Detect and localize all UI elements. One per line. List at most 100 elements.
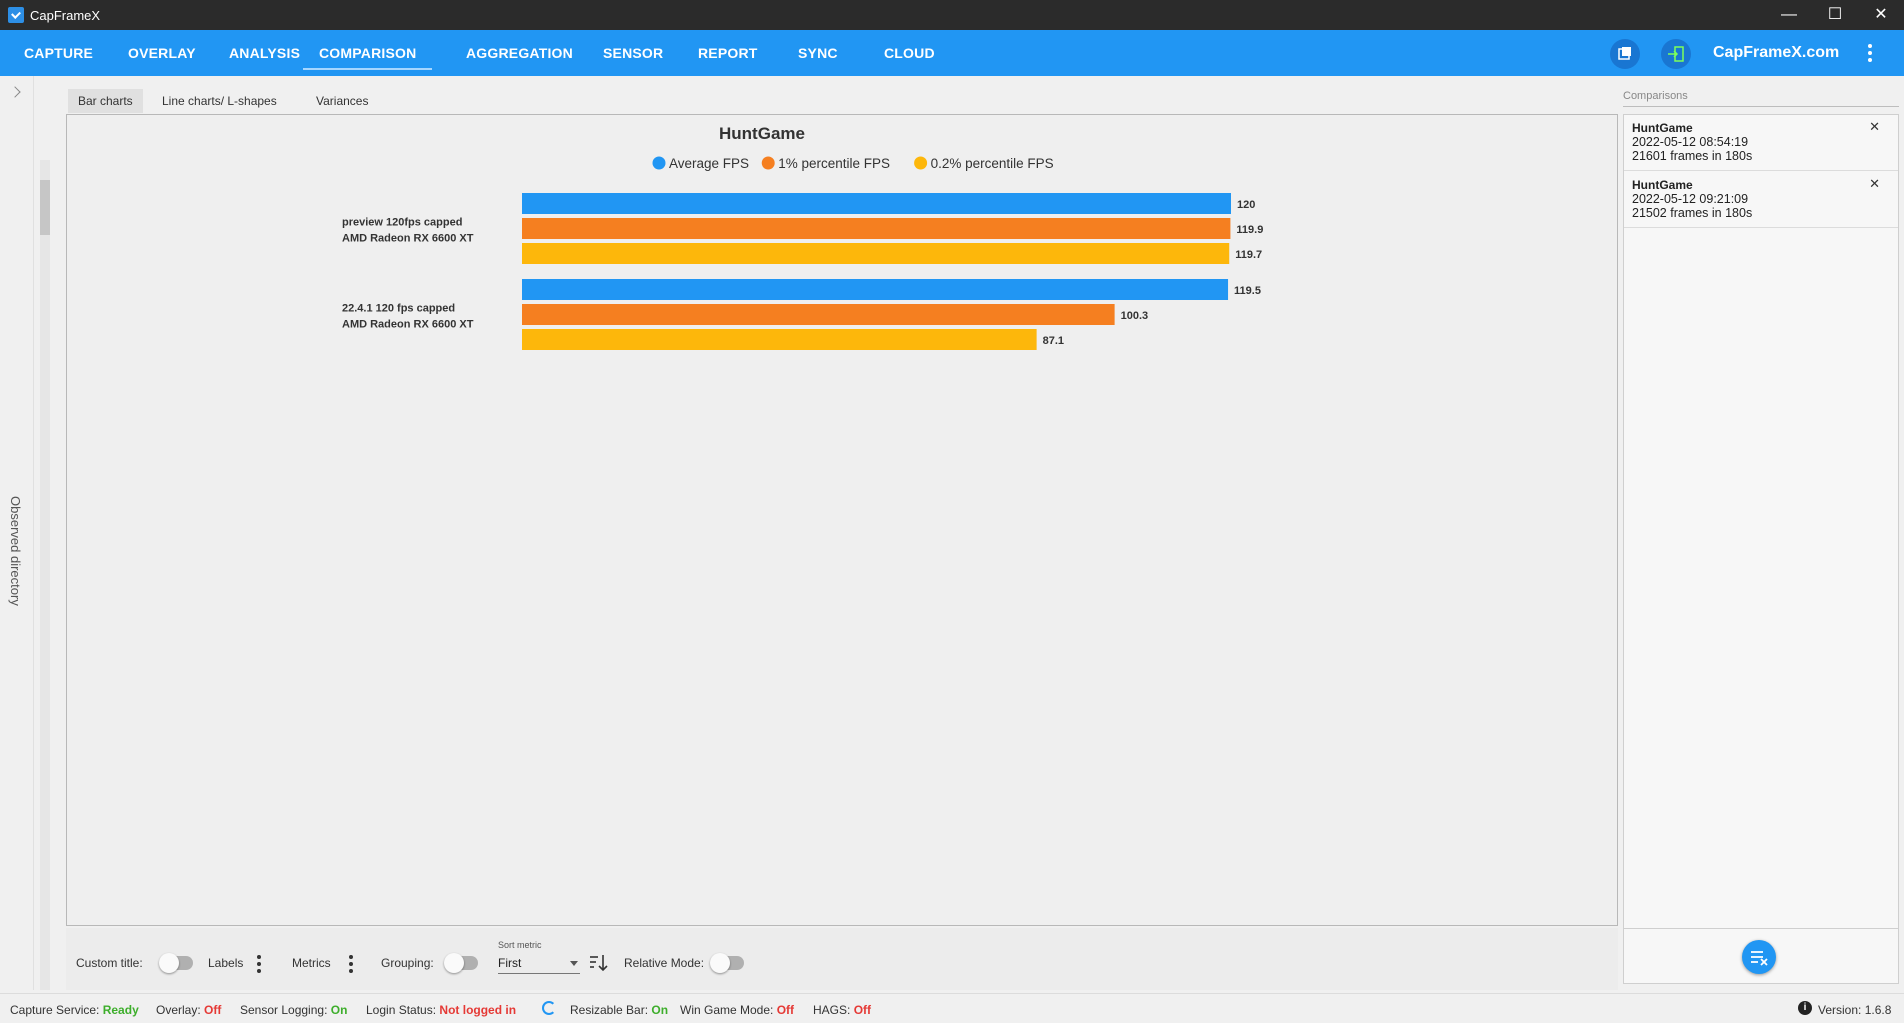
chart-title: HuntGame [719, 124, 805, 143]
relative-mode-label: Relative Mode: [624, 956, 705, 970]
sensor-logging-value: On [330, 1003, 348, 1017]
bar-value-label: 119.9 [1236, 224, 1263, 236]
comparison-item-name: HuntGame [1632, 121, 1693, 135]
comparison-item[interactable]: HuntGame 2022-05-12 08:54:19 21601 frame… [1624, 115, 1898, 171]
status-hags: HAGS: Off [813, 1003, 872, 1017]
subtab-line-charts[interactable]: Line charts/ L-shapes [162, 94, 277, 108]
sort-direction-icon[interactable] [588, 953, 610, 973]
sort-metric-value: First [498, 956, 522, 970]
bar[interactable] [522, 243, 1230, 264]
title-bar: CapFrameX — ☐ ✕ [0, 0, 1904, 30]
bar[interactable] [522, 329, 1037, 350]
refresh-icon[interactable] [542, 1001, 556, 1015]
tab-comparison[interactable]: COMPARISON [303, 30, 433, 70]
status-win-game-mode: Win Game Mode: Off [680, 1003, 795, 1017]
screenshot-button[interactable] [1610, 39, 1640, 69]
remove-comparison-icon[interactable]: ✕ [1869, 176, 1880, 191]
metrics-label: Metrics [292, 956, 331, 970]
maximize-button[interactable]: ☐ [1827, 6, 1843, 23]
labels-menu-icon[interactable] [256, 955, 262, 973]
observed-directory-label: Observed directory [8, 496, 23, 606]
grouping-label: Grouping: [381, 956, 434, 970]
tab-cloud[interactable]: CLOUD [884, 45, 935, 61]
chart-options-bar: Custom title: Labels Metrics Grouping: S… [66, 928, 1618, 990]
status-sensor-logging: Sensor Logging: On [240, 1003, 348, 1017]
window-title: CapFrameX [30, 8, 101, 23]
scrollbar-thumb[interactable] [40, 180, 50, 235]
category-label: AMD Radeon RX 6600 XT [342, 319, 474, 331]
tab-sync[interactable]: SYNC [798, 45, 838, 61]
custom-title-label: Custom title: [76, 956, 143, 970]
bar[interactable] [522, 218, 1231, 239]
login-status-value: Not logged in [439, 1003, 517, 1017]
observed-directory-panel[interactable]: Observed directory [0, 76, 34, 990]
status-login: Login Status: Not logged in [366, 1003, 517, 1017]
legend-marker [914, 156, 928, 170]
metrics-menu-icon[interactable] [348, 955, 354, 973]
remove-comparison-icon[interactable]: ✕ [1869, 119, 1880, 134]
comparisons-list: HuntGame 2022-05-12 08:54:19 21601 frame… [1623, 114, 1899, 984]
chevron-right-icon[interactable] [9, 86, 21, 98]
relative-mode-toggle[interactable] [710, 953, 744, 973]
legend-label: 1% percentile FPS [778, 156, 890, 171]
comparison-item-name: HuntGame [1632, 178, 1693, 192]
minimize-button[interactable]: — [1781, 6, 1797, 23]
category-label: AMD Radeon RX 6600 XT [342, 233, 474, 245]
version-value: 1.6.8 [1864, 1003, 1892, 1017]
status-version: Version: 1.6.8 [1818, 1003, 1892, 1017]
overlay-value: Off [204, 1003, 222, 1017]
subtab-bar-charts[interactable]: Bar charts [68, 89, 143, 113]
bar[interactable] [522, 193, 1231, 214]
capture-service-value: Ready [102, 1003, 139, 1017]
comparison-item[interactable]: HuntGame 2022-05-12 09:21:09 21502 frame… [1624, 172, 1898, 228]
status-resizable-bar: Resizable Bar: On [570, 1003, 669, 1017]
brand-link[interactable]: CapFrameX.com [1713, 44, 1840, 61]
bar[interactable] [522, 279, 1229, 300]
labels-label: Labels [208, 956, 244, 970]
kebab-menu-icon[interactable] [1862, 44, 1878, 64]
main-nav: CAPTURE OVERLAY ANALYSIS COMPARISON AGGR… [0, 30, 1904, 76]
chart-area: HuntGame Average FPS 1% percentile FPS 0.2%… [66, 114, 1618, 926]
tab-overlay[interactable]: OVERLAY [128, 45, 196, 61]
legend-label: Average FPS [669, 156, 749, 171]
category-label: preview 120fps capped [342, 217, 462, 229]
comparison-item-frames: 21601 frames in 180s [1632, 149, 1753, 163]
sort-metric-caption: Sort metric [498, 940, 542, 950]
bar-value-label: 100.3 [1121, 310, 1149, 322]
chevron-down-icon [570, 961, 578, 966]
comparison-main: Bar charts Line charts/ L-shapes Varianc… [60, 76, 1620, 990]
resizable-bar-value: On [651, 1003, 669, 1017]
legend-marker [652, 156, 666, 170]
bar-chart: HuntGame Average FPS 1% percentile FPS 0.2%… [342, 124, 1263, 350]
clear-list-button[interactable] [1742, 940, 1776, 974]
custom-title-toggle[interactable] [159, 953, 193, 973]
bar-value-label: 120 [1237, 199, 1255, 211]
info-icon[interactable]: i [1798, 1001, 1812, 1015]
win-game-mode-value: Off [776, 1003, 795, 1017]
screenshot-icon [1618, 47, 1631, 60]
bar-value-label: 87.1 [1043, 335, 1064, 347]
tab-report[interactable]: REPORT [698, 45, 758, 61]
category-label: 22.4.1 120 fps capped [342, 303, 455, 315]
tab-sensor[interactable]: SENSOR [603, 45, 664, 61]
subtab-variances[interactable]: Variances [316, 94, 369, 108]
comparison-item-date: 2022-05-12 08:54:19 [1632, 135, 1749, 149]
legend-marker [761, 156, 775, 170]
bar[interactable] [522, 304, 1115, 325]
status-capture-service: Capture Service: Ready [10, 1003, 139, 1017]
close-window-button[interactable]: ✕ [1874, 6, 1888, 23]
capframex-logo-icon [8, 7, 24, 23]
sort-metric-select[interactable]: First [498, 952, 580, 974]
status-bar: Capture Service: Ready Overlay: Off Sens… [0, 993, 1904, 1023]
tab-capture[interactable]: CAPTURE [24, 45, 94, 61]
tab-aggregation[interactable]: AGGREGATION [466, 45, 573, 61]
panel-divider [1623, 928, 1899, 929]
comparison-item-date: 2022-05-12 09:21:09 [1632, 192, 1749, 206]
tab-analysis[interactable]: ANALYSIS [229, 45, 301, 61]
login-button[interactable] [1661, 39, 1691, 69]
comparison-item-frames: 21502 frames in 180s [1632, 206, 1753, 220]
grouping-toggle[interactable] [444, 953, 478, 973]
legend-label: 0.2% percentile FPS [931, 156, 1054, 171]
vertical-scrollbar[interactable] [40, 160, 50, 990]
hags-value: Off [853, 1003, 872, 1017]
